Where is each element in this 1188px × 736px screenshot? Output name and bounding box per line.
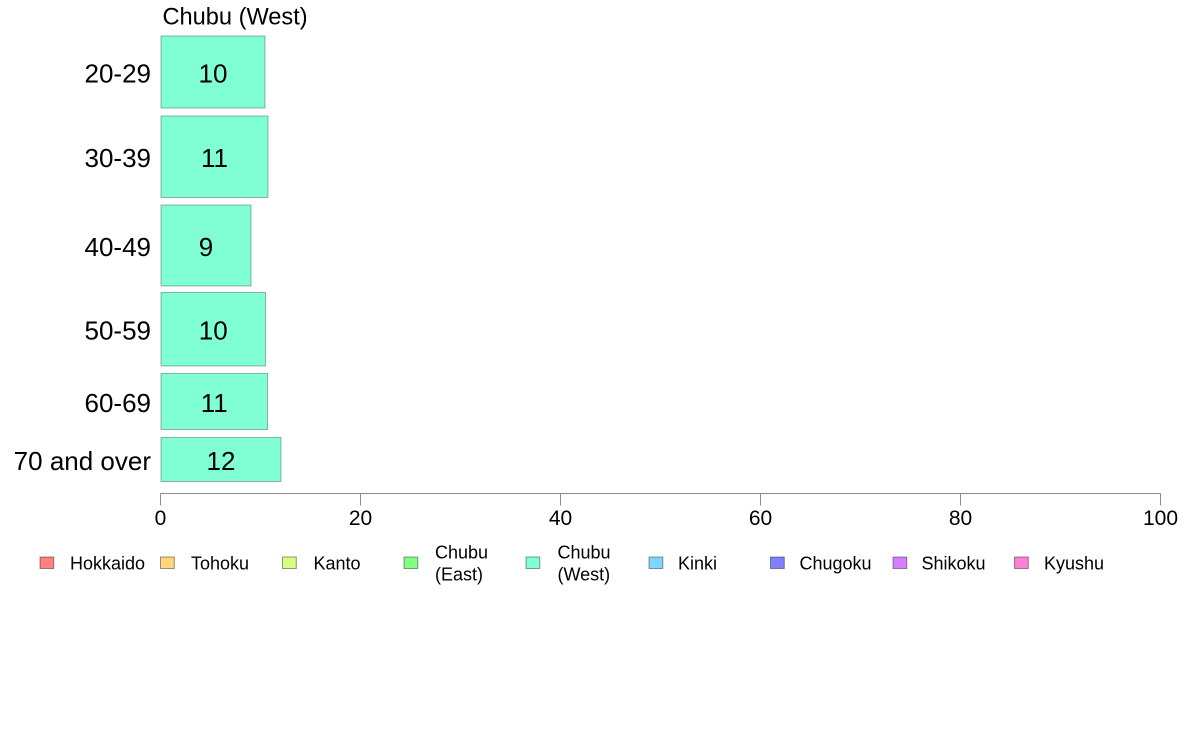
svg-text:40-49: 40-49 xyxy=(85,232,152,262)
svg-text:Shikoku: Shikoku xyxy=(922,554,986,574)
svg-text:Kyushu: Kyushu xyxy=(1044,554,1104,574)
svg-text:Chubu: Chubu xyxy=(558,543,611,563)
svg-text:0: 0 xyxy=(155,507,167,530)
svg-text:30-39: 30-39 xyxy=(85,143,152,173)
svg-text:20-29: 20-29 xyxy=(85,59,152,89)
svg-text:Chubu: Chubu xyxy=(435,543,488,563)
svg-text:(West): (West) xyxy=(558,564,611,584)
svg-text:12: 12 xyxy=(207,446,236,476)
svg-text:10: 10 xyxy=(199,316,228,346)
svg-text:Hokkaido: Hokkaido xyxy=(70,554,145,574)
svg-text:40: 40 xyxy=(549,507,572,530)
svg-text:60: 60 xyxy=(749,507,772,530)
svg-text:Tohoku: Tohoku xyxy=(191,554,249,574)
svg-text:(East): (East) xyxy=(435,564,483,584)
svg-text:10: 10 xyxy=(199,59,228,89)
svg-text:50-59: 50-59 xyxy=(85,316,152,346)
svg-text:Kanto: Kanto xyxy=(314,554,361,574)
svg-text:9: 9 xyxy=(199,232,213,262)
svg-text:Chugoku: Chugoku xyxy=(800,554,872,574)
svg-text:Kinki: Kinki xyxy=(678,554,717,574)
svg-text:11: 11 xyxy=(201,143,228,173)
svg-text:80: 80 xyxy=(949,507,972,530)
svg-text:100: 100 xyxy=(1143,507,1178,530)
svg-text:Chubu (West): Chubu (West) xyxy=(163,5,308,31)
svg-text:70 and over: 70 and over xyxy=(14,446,152,476)
svg-text:20: 20 xyxy=(349,507,372,530)
svg-text:11: 11 xyxy=(201,388,228,418)
svg-text:60-69: 60-69 xyxy=(85,388,152,418)
